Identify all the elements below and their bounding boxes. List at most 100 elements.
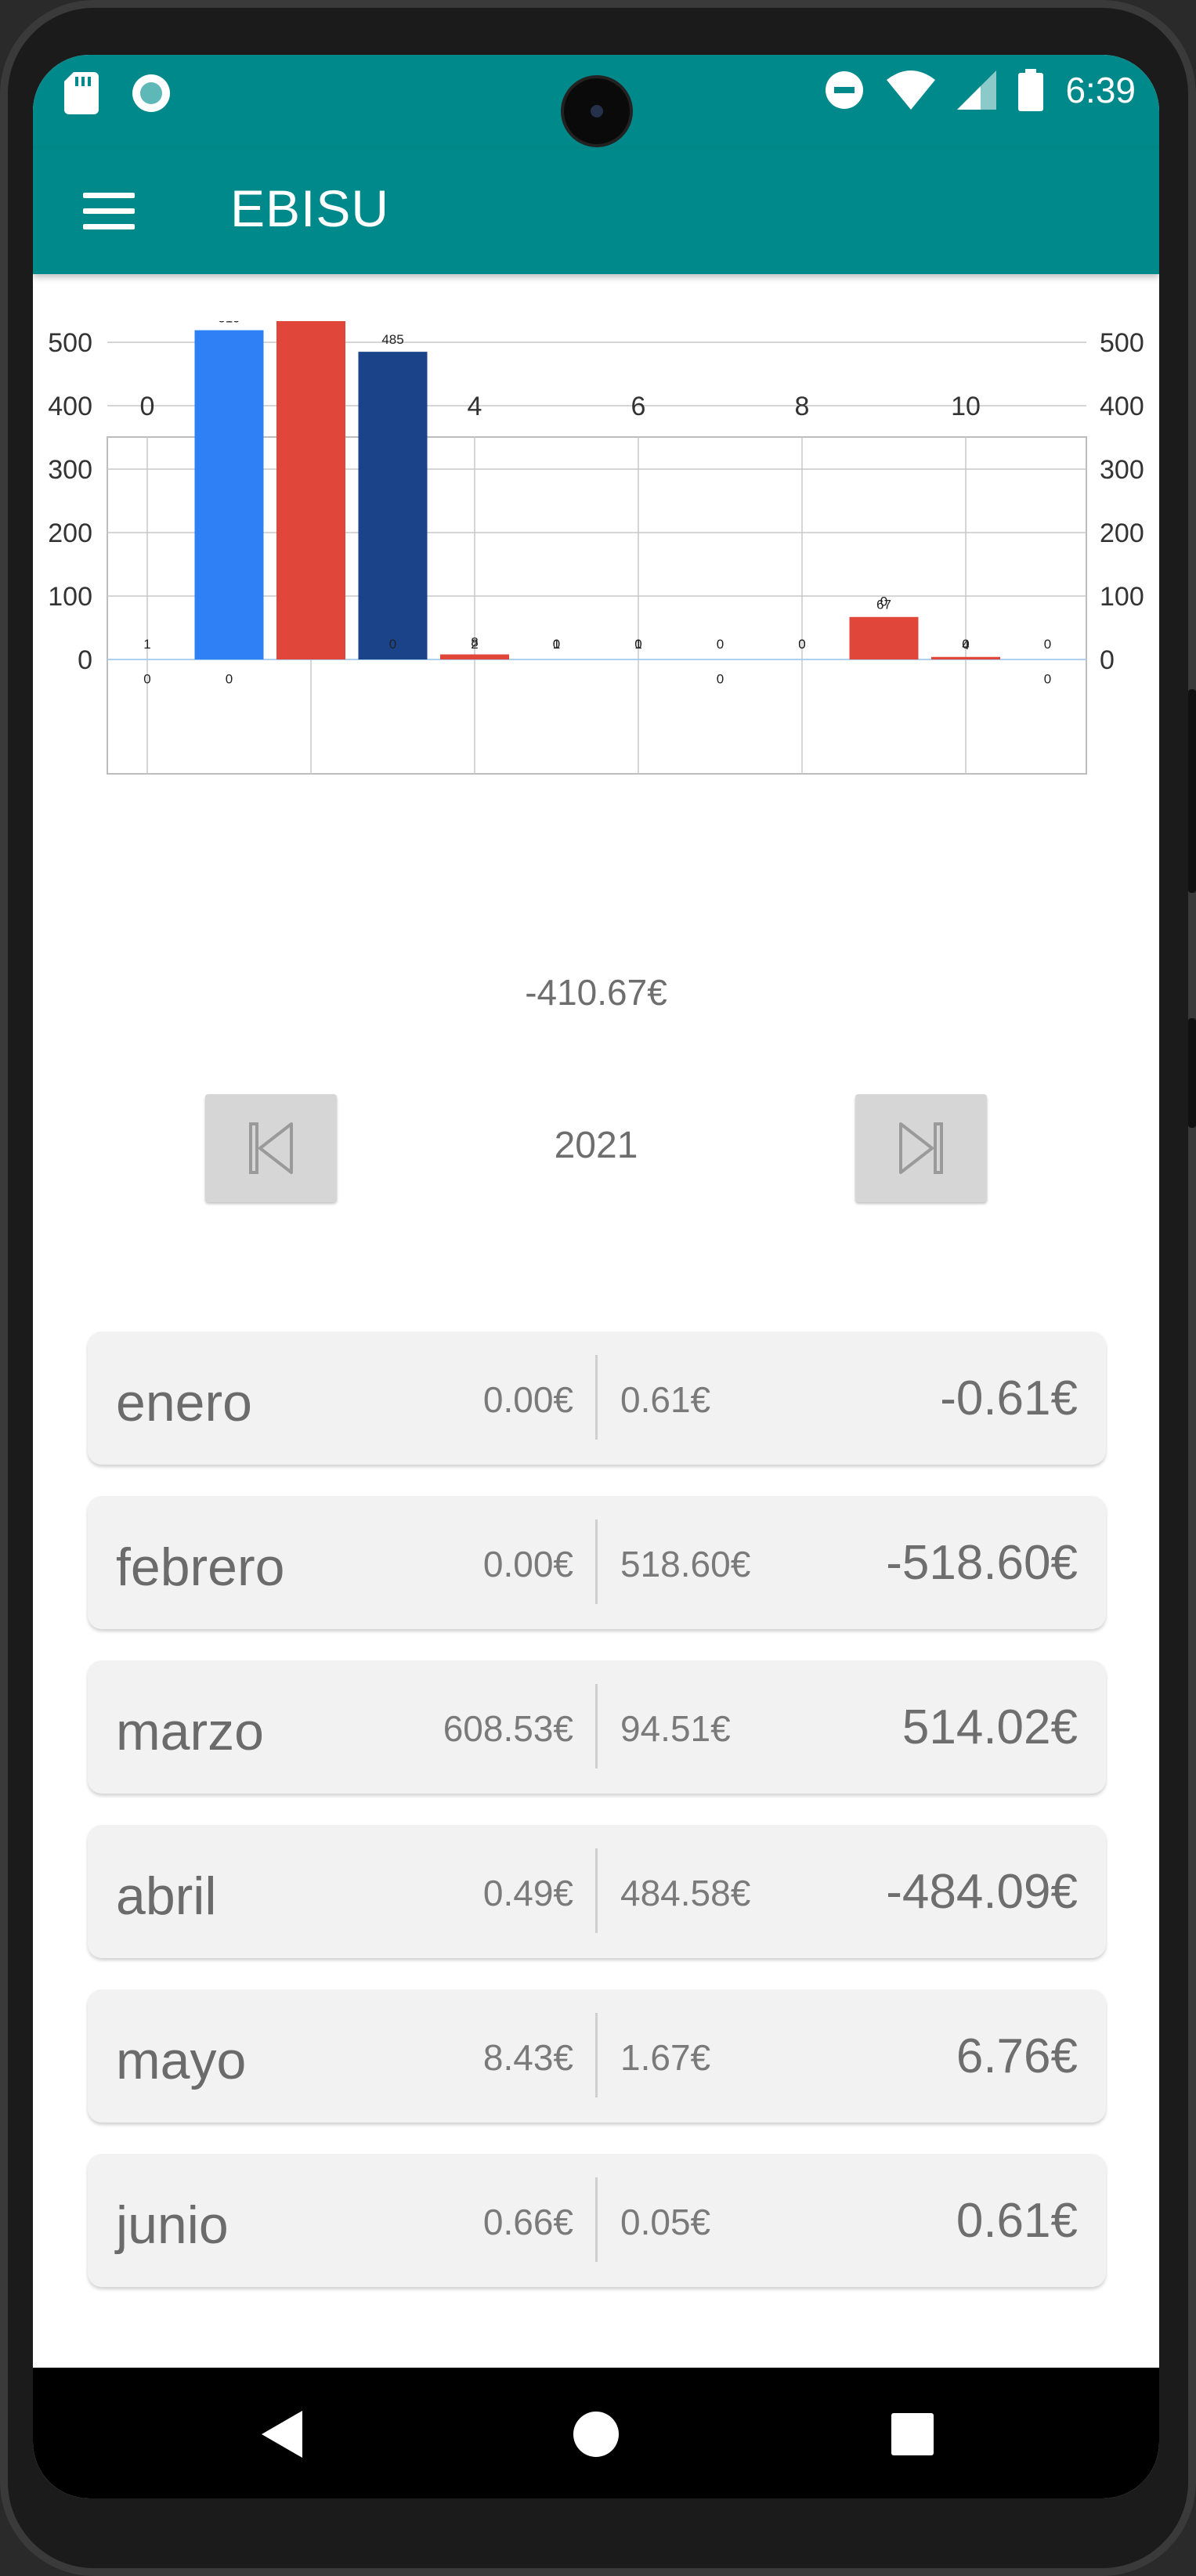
- small-data-label: 0: [1044, 637, 1051, 652]
- month-expense: 518.60€: [620, 1544, 751, 1584]
- skip-previous-icon: [249, 1122, 293, 1174]
- month-card-abril[interactable]: abril 0.49€ 484.58€ -484.09€: [88, 1825, 1106, 1958]
- yearly-total: -410.67€: [525, 972, 667, 1013]
- month-expense: 484.58€: [620, 1873, 751, 1913]
- small-data-label: 0: [143, 671, 150, 686]
- sync-circle-icon: [132, 74, 170, 112]
- divider: [595, 1519, 598, 1604]
- recent-apps-icon[interactable]: [891, 2413, 934, 2455]
- month-income: 0.66€: [482, 2202, 573, 2242]
- y-tick-label-right: 0: [1100, 645, 1115, 675]
- month-name: marzo: [116, 1702, 264, 1761]
- back-icon[interactable]: [258, 2411, 302, 2458]
- volume-button: [1188, 689, 1196, 893]
- x-tick-label: 6: [631, 392, 646, 421]
- small-data-label: 1: [553, 637, 560, 652]
- y-tick-label-right: 400: [1100, 392, 1144, 421]
- bar-data-label: 519: [218, 321, 240, 326]
- month-expense: 0.61€: [620, 1379, 711, 1420]
- x-tick-label: 8: [795, 392, 810, 421]
- month-card-febrero[interactable]: febrero 0.00€ 518.60€ -518.60€: [88, 1496, 1106, 1629]
- small-data-label: 0: [634, 637, 641, 652]
- month-name: enero: [116, 1373, 252, 1433]
- y-tick-label-right: 100: [1100, 582, 1144, 612]
- month-name: mayo: [116, 2031, 247, 2090]
- chart-svg: 0010010020020030030040040050050060060070…: [48, 193, 1144, 775]
- divider: [595, 2013, 598, 2097]
- small-data-label: 2: [471, 637, 478, 652]
- y-tick-label-left: 300: [48, 455, 92, 485]
- chart-bar: [194, 330, 264, 659]
- month-name: abril: [116, 1866, 217, 1926]
- small-data-label: 1: [634, 637, 641, 652]
- small-data-label: 0: [880, 594, 887, 609]
- divider: [595, 1684, 598, 1769]
- skip-next-icon: [899, 1122, 943, 1174]
- divider: [595, 1848, 598, 1933]
- next-year-button[interactable]: [855, 1094, 987, 1202]
- y-tick-label-left: 200: [48, 518, 92, 548]
- cell-signal-icon: [957, 70, 997, 110]
- month-income: 0.00€: [482, 1379, 573, 1420]
- month-list: enero 0.00€ 0.61€ -0.61€ febrero 0.00€ 5…: [88, 1331, 1106, 2318]
- chart-bar: [358, 352, 428, 659]
- month-balance: -484.09€: [886, 1865, 1078, 1919]
- x-tick-label: 0: [140, 392, 155, 421]
- monthly-bar-chart: 0010010020020030030040040050050060060070…: [33, 193, 1159, 932]
- x-tick-label: 10: [951, 392, 981, 421]
- chart-bar: [440, 654, 509, 659]
- month-card-junio[interactable]: junio 0.66€ 0.05€ 0.61€: [88, 2154, 1106, 2287]
- y-tick-label-right: 300: [1100, 455, 1144, 485]
- battery-icon: [1018, 69, 1044, 111]
- previous-year-button[interactable]: [205, 1094, 337, 1202]
- month-balance: -0.61€: [940, 1371, 1078, 1425]
- do-not-disturb-icon: [826, 71, 864, 109]
- home-icon[interactable]: [573, 2412, 619, 2457]
- y-tick-label-left: 400: [48, 392, 92, 421]
- selected-year: 2021: [554, 1125, 638, 1166]
- small-data-label: 0: [389, 637, 396, 652]
- chart-bar: [276, 273, 345, 659]
- small-data-label: 0: [1044, 671, 1051, 686]
- month-card-marzo[interactable]: marzo 608.53€ 94.51€ 514.02€: [88, 1660, 1106, 1794]
- month-name: junio: [116, 2195, 229, 2255]
- divider: [595, 1355, 598, 1440]
- small-data-label: 0: [798, 637, 805, 652]
- front-camera: [564, 78, 630, 144]
- y-tick-label-right: 500: [1100, 328, 1144, 358]
- app-title: EBISU: [230, 179, 390, 237]
- divider: [595, 2177, 598, 2262]
- plot-frame: [107, 436, 1087, 775]
- y-tick-label-left: 100: [48, 582, 92, 612]
- month-balance: 0.61€: [956, 2194, 1078, 2248]
- month-income: 0.49€: [482, 1873, 573, 1913]
- y-tick-label-right: 200: [1100, 518, 1144, 548]
- month-income: 8.43€: [482, 2037, 573, 2078]
- chart-bar: [931, 656, 1000, 659]
- hamburger-menu-icon[interactable]: [83, 193, 135, 230]
- month-expense: 0.05€: [620, 2202, 711, 2242]
- sd-card-icon: [64, 72, 99, 114]
- bar-data-label: 8: [471, 635, 478, 650]
- month-balance: 6.76€: [956, 2029, 1078, 2083]
- status-bar: 6:39: [33, 55, 1159, 149]
- month-balance: 514.02€: [902, 1700, 1078, 1754]
- small-data-label: 0: [962, 637, 969, 652]
- y-tick-label-left: 0: [78, 645, 92, 675]
- power-button: [1188, 1018, 1196, 1128]
- small-data-label: 0: [717, 671, 724, 686]
- small-data-label: 1: [143, 637, 150, 652]
- month-card-enero[interactable]: enero 0.00€ 0.61€ -0.61€: [88, 1331, 1106, 1465]
- month-income: 0.00€: [482, 1544, 573, 1584]
- small-data-label: 0: [798, 637, 805, 652]
- month-card-mayo[interactable]: mayo 8.43€ 1.67€ 6.76€: [88, 1989, 1106, 2123]
- bar-data-label: 485: [381, 332, 403, 347]
- status-time: 6:39: [1065, 70, 1136, 110]
- bar-data-label: 67: [876, 598, 891, 612]
- screen: 6:39 EBISU 0 0 100 100 200 200 300 300 400 400 500…: [33, 55, 1159, 2498]
- small-data-label: 0: [226, 671, 233, 686]
- small-data-label: 0: [717, 637, 724, 652]
- y-tick-label-left: 500: [48, 328, 92, 358]
- system-navigation-bar: [33, 2368, 1159, 2498]
